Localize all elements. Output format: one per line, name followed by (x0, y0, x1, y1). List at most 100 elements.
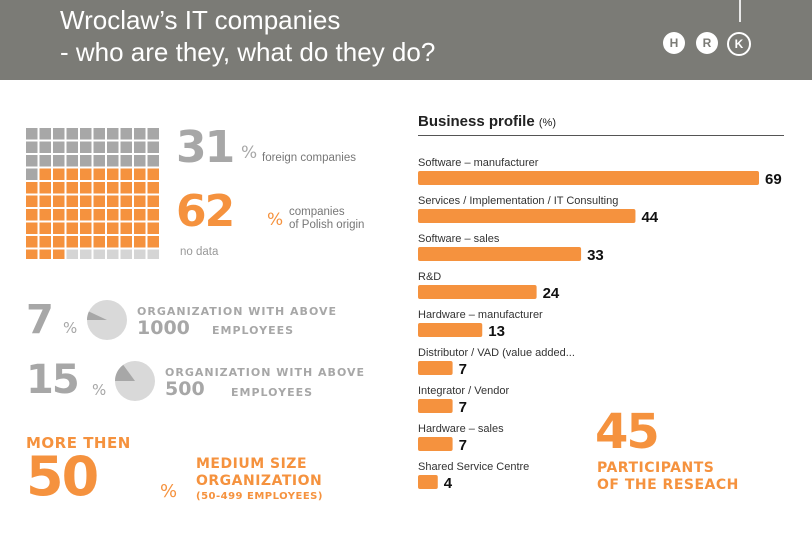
waffle-cell-polish (134, 195, 146, 207)
waffle-cell-polish (107, 222, 119, 234)
waffle-cell-polish (39, 209, 51, 221)
bar (418, 437, 453, 451)
waffle-cell-polish (93, 168, 105, 180)
waffle-cell-polish (53, 168, 65, 180)
waffle-cell-polish (39, 236, 51, 248)
page-title: Wroclaw’s IT companies - who are they, w… (60, 4, 435, 68)
waffle-cell-nodata (107, 249, 119, 259)
waffle-cell-polish (53, 249, 65, 259)
bar-value-label: 44 (641, 209, 658, 226)
title-line-1: Wroclaw’s IT companies (60, 5, 341, 35)
mid-large-org-pct: % (92, 381, 107, 399)
waffle-cell-polish (26, 236, 38, 248)
waffle-cell-polish (107, 209, 119, 221)
waffle-cell-polish (134, 236, 146, 248)
bar (418, 171, 759, 185)
waffle-cell-foreign (107, 155, 119, 167)
bar (418, 209, 636, 223)
waffle-cell-foreign (26, 128, 38, 140)
waffle-cell-polish (53, 236, 65, 248)
bar-category-label: Distributor / VAD (value added... (418, 347, 575, 359)
waffle-cell-polish (39, 249, 51, 259)
waffle-cell-foreign (134, 155, 146, 167)
logo-r-icon: R (696, 32, 718, 54)
medium-line3: (50-499 EMPLOYEES) (196, 491, 323, 502)
chart-title-unit: (%) (538, 117, 556, 129)
waffle-cell-polish (26, 222, 38, 234)
waffle-cell-polish (120, 222, 132, 234)
bar (418, 247, 582, 261)
waffle-cell-polish (66, 195, 78, 207)
mid-large-org-num: 500 (165, 378, 205, 400)
waffle-cell-polish (107, 195, 119, 207)
waffle-cell-polish (39, 182, 51, 194)
bar-category-label: Hardware – sales (418, 423, 504, 435)
bar-value-label: 7 (459, 361, 467, 378)
waffle-cell-polish (66, 182, 78, 194)
bar-value-label: 4 (444, 475, 453, 492)
waffle-cell-polish (134, 209, 146, 221)
waffle-cell-polish (147, 236, 159, 248)
waffle-cell-polish (66, 222, 78, 234)
waffle-cell-foreign (120, 155, 132, 167)
waffle-cell-polish (107, 182, 119, 194)
waffle-cell-foreign (66, 128, 78, 140)
waffle-cell-foreign (147, 155, 159, 167)
waffle-cell-polish (120, 195, 132, 207)
waffle-cell-foreign (107, 128, 119, 140)
waffle-cell-polish (107, 236, 119, 248)
divider-line (739, 0, 741, 22)
waffle-cell-foreign (107, 141, 119, 153)
waffle-cell-polish (39, 195, 51, 207)
medium-prefix: MORE THEN (26, 434, 131, 452)
waffle-cell-foreign (134, 128, 146, 140)
waffle-cell-nodata (134, 249, 146, 259)
waffle-cell-polish (134, 222, 146, 234)
waffle-cell-nodata (80, 249, 92, 259)
waffle-cell-polish (26, 249, 38, 259)
waffle-cell-foreign (39, 155, 51, 167)
foreign-pct: % (241, 143, 258, 163)
waffle-cell-polish (147, 168, 159, 180)
bar-category-label: Hardware – manufacturer (418, 309, 543, 321)
large-org-line1: ORGANIZATION WITH ABOVE (137, 305, 338, 318)
waffle-cell-nodata (93, 249, 105, 259)
mid-large-org-pie (115, 361, 155, 401)
waffle-cell-nodata (147, 249, 159, 259)
waffle-cell-polish (93, 182, 105, 194)
waffle-cell-polish (120, 182, 132, 194)
waffle-cell-polish (147, 182, 159, 194)
waffle-cell-polish (66, 236, 78, 248)
waffle-cell-foreign (147, 128, 159, 140)
bar-value-label: 7 (459, 399, 467, 416)
waffle-cell-nodata (66, 249, 78, 259)
medium-value: 50 (26, 445, 99, 508)
waffle-cell-polish (26, 182, 38, 194)
waffle-cell-polish (93, 236, 105, 248)
waffle-cell-polish (80, 236, 92, 248)
waffle-cell-foreign (53, 128, 65, 140)
waffle-cell-foreign (120, 128, 132, 140)
waffle-cell-foreign (120, 141, 132, 153)
waffle-cell-foreign (93, 155, 105, 167)
waffle-cell-foreign (80, 128, 92, 140)
waffle-cell-polish (39, 222, 51, 234)
large-org-pct: % (63, 319, 78, 337)
waffle-cell-foreign (80, 141, 92, 153)
title-line-2: - who are they, what do they do? (60, 37, 436, 67)
waffle-cell-polish (120, 236, 132, 248)
waffle-cell-polish (80, 168, 92, 180)
header-bar: Wroclaw’s IT companies - who are they, w… (0, 0, 812, 80)
waffle-cell-polish (107, 168, 119, 180)
bar-value-label: 7 (459, 437, 467, 454)
polish-pct: % (267, 210, 284, 230)
large-org-value: 7 (26, 297, 54, 343)
waffle-cell-polish (147, 195, 159, 207)
chart-title: Business profile (%) (418, 113, 556, 130)
bar-value-label: 24 (543, 285, 560, 302)
logo-k-icon: K (727, 32, 751, 56)
waffle-cell-polish (93, 195, 105, 207)
waffle-cell-foreign (39, 141, 51, 153)
waffle-cell-polish (66, 168, 78, 180)
